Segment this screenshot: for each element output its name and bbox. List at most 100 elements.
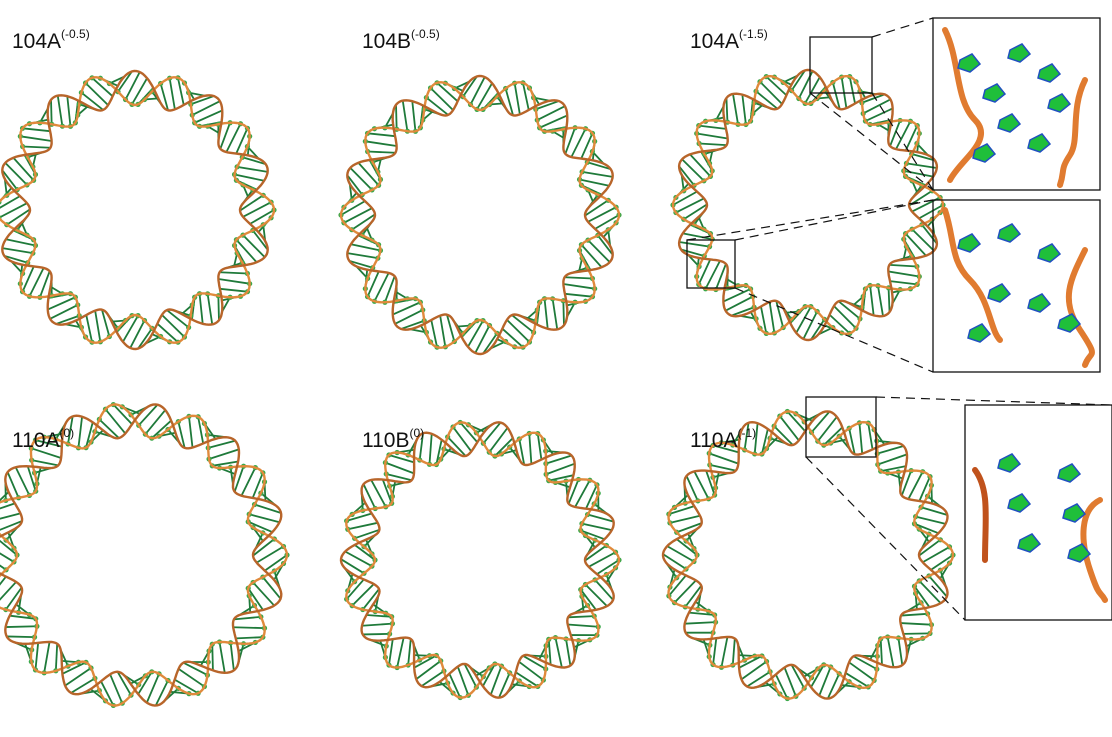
base-pair: [912, 229, 934, 251]
base-pair: [385, 463, 414, 474]
helices: [0, 70, 956, 708]
base-pair: [670, 516, 700, 523]
base-pair: [20, 136, 51, 141]
base-pair: [585, 585, 607, 607]
base-pair: [397, 638, 404, 668]
base-pair: [889, 265, 917, 267]
base-pair: [56, 644, 57, 671]
nucleotide: [958, 234, 980, 252]
base-pair: [243, 235, 265, 257]
base-pair: [565, 294, 593, 297]
base-pair: [549, 639, 551, 664]
backbone: [0, 77, 274, 342]
base-pair: [901, 623, 932, 625]
base-pair: [6, 626, 37, 627]
base-pair: [58, 96, 63, 127]
base-pair: [212, 461, 238, 465]
base-pair: [170, 78, 175, 109]
base-pair: [710, 465, 736, 471]
base-pair: [16, 467, 30, 495]
base-pair: [726, 98, 727, 122]
panel-labels: 104A(-0.5) 104B(-0.5) 104A(-1.5) 110A(0)…: [12, 27, 768, 452]
inset-art: [945, 30, 1105, 600]
superscript: (-0.5): [61, 27, 90, 41]
base-pair: [568, 625, 598, 627]
base-pair: [231, 643, 234, 671]
base-pair: [440, 316, 445, 347]
panel-label: 110A(0): [12, 426, 74, 452]
base-pair: [582, 172, 613, 177]
base-pair: [241, 468, 255, 496]
base-pair: [368, 152, 396, 153]
superscript: (-0.5): [411, 27, 440, 41]
connector: [687, 200, 933, 240]
base-pair: [32, 460, 59, 465]
base-pair: [859, 423, 862, 454]
base-pair: [699, 144, 727, 146]
base-pair: [742, 95, 746, 125]
base-pair: [733, 638, 735, 665]
base-pair: [389, 639, 393, 665]
base-pair: [348, 523, 378, 529]
base-pair: [580, 179, 610, 185]
base-pair: [208, 294, 213, 325]
panel-label: 104A(-0.5): [12, 27, 90, 53]
nucleotide: [983, 84, 1005, 102]
base-pair: [7, 636, 35, 637]
connector: [872, 93, 933, 190]
base-pair: [890, 281, 917, 284]
nucleotide: [1028, 294, 1050, 312]
base-pair: [5, 163, 27, 185]
base-pair: [35, 643, 38, 670]
base-pair: [553, 299, 558, 330]
base-pair: [249, 514, 279, 522]
base-pair: [110, 674, 122, 703]
backbone: [2, 71, 267, 349]
base-pair: [368, 133, 396, 136]
base-pair: [351, 244, 381, 250]
dna-minicircle: [670, 70, 945, 340]
base-pair: [563, 284, 594, 289]
base-pair: [366, 615, 391, 617]
nucleotide: [1008, 44, 1030, 62]
dna-minicircle: [663, 409, 956, 701]
dna-minicircle: [338, 76, 621, 354]
connector: [876, 397, 1112, 405]
base-pair: [0, 503, 15, 512]
base-pair: [766, 77, 786, 96]
base-pair: [545, 299, 548, 329]
base-pair: [878, 286, 883, 316]
base-pair: [563, 301, 564, 325]
nucleotide: [1038, 64, 1060, 82]
nucleotide: [988, 284, 1010, 302]
nucleotide: [1028, 134, 1050, 152]
base-pair: [23, 147, 51, 148]
base-pair: [881, 639, 882, 665]
base-pair: [396, 105, 397, 129]
base-pair: [588, 240, 610, 262]
nucleotide: [998, 114, 1020, 132]
base-pair: [529, 433, 531, 463]
base-pair: [679, 242, 709, 247]
base-pair: [582, 524, 612, 531]
base-pair: [218, 296, 219, 320]
base-pair: [877, 446, 903, 454]
base-pair: [233, 627, 264, 628]
backbone: [679, 70, 937, 340]
superscript: (0): [60, 426, 75, 440]
base-pair: [834, 306, 856, 328]
base-pair: [23, 128, 51, 131]
base-pair: [235, 174, 265, 180]
base-pair: [760, 82, 782, 104]
label: 110B: [362, 429, 410, 452]
nucleotide: [1018, 534, 1040, 552]
figure: 104A(-0.5) 104B(-0.5) 104A(-1.5) 110A(0)…: [0, 0, 1112, 737]
base-pair: [162, 315, 185, 337]
label: 104A: [12, 30, 61, 53]
base-pair: [220, 272, 248, 273]
base-pair: [555, 638, 561, 668]
base-pair: [770, 302, 775, 333]
base-pair: [489, 428, 507, 452]
label: 104A: [690, 30, 739, 53]
base-pair: [515, 83, 520, 114]
